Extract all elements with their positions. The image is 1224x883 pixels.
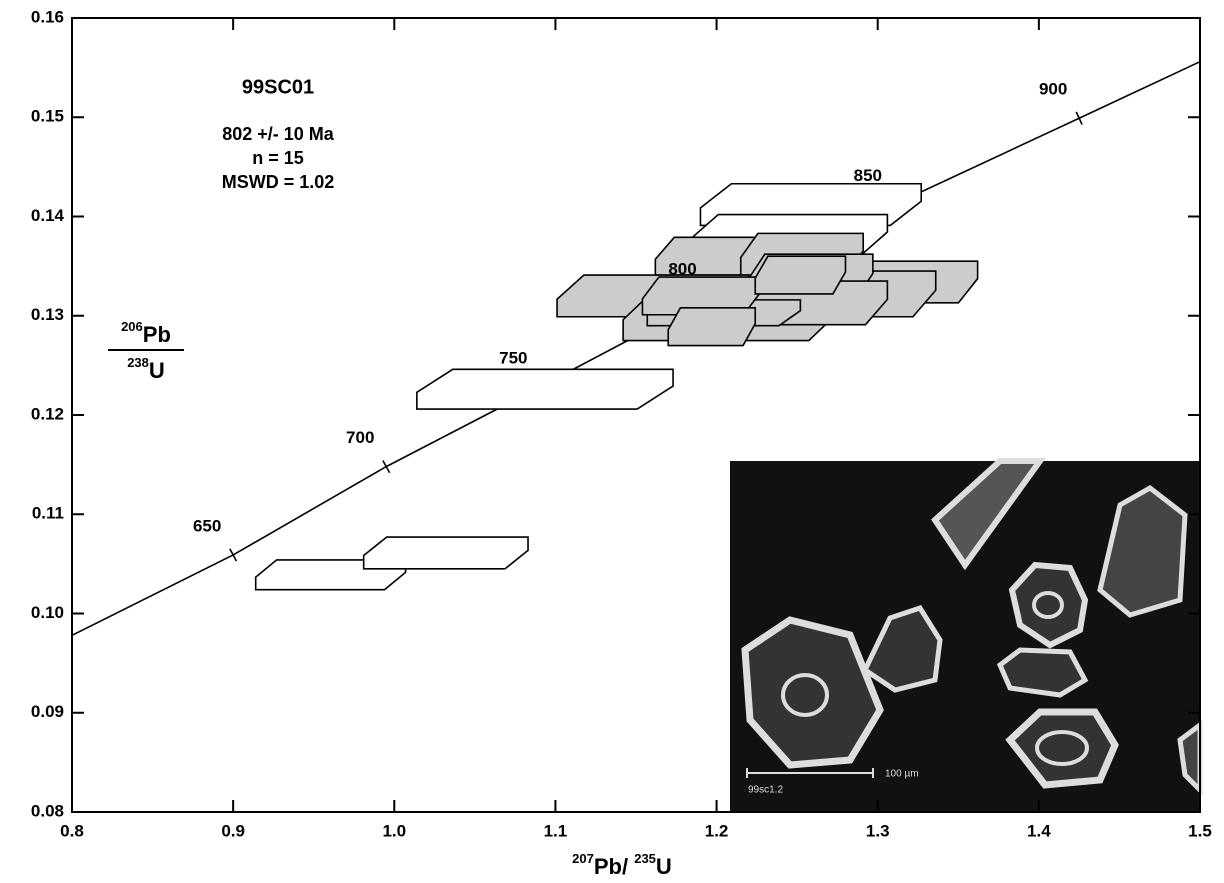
image-label: 99sc1.2: [748, 785, 783, 796]
age-label: 650: [193, 516, 221, 535]
age-tick: [383, 460, 390, 472]
mass: 207: [572, 851, 594, 866]
y-axis-label-top: 206Pb: [121, 319, 171, 346]
y-tick-label: 0.08: [31, 801, 64, 820]
error-box: [364, 537, 528, 569]
y-tick-label: 0.11: [32, 504, 64, 523]
element: U: [656, 854, 672, 879]
y-tick-label: 0.15: [31, 107, 64, 126]
x-tick-label: 1.1: [544, 821, 568, 840]
age-label: 900: [1039, 80, 1067, 99]
scale-label: 100 µm: [885, 769, 919, 780]
y-axis-label-bottom: 238U: [127, 355, 165, 382]
chart: 100 µm 99sc1.2 99SC01 802 +/- 10 Ma n = …: [0, 0, 1224, 883]
mass: 206: [121, 319, 143, 334]
x-tick-label: 1.2: [705, 821, 729, 840]
error-box: [417, 369, 673, 409]
y-tick-label: 0.16: [31, 7, 64, 26]
y-tick-label: 0.14: [31, 206, 65, 225]
x-tick-label: 1.0: [382, 821, 406, 840]
age-label: 750: [499, 349, 527, 368]
x-tick-label: 1.5: [1188, 821, 1212, 840]
age-label: 800: [668, 259, 696, 278]
zircon-image: 100 µm 99sc1.2: [730, 461, 1200, 812]
age-tick: [1076, 112, 1082, 125]
x-tick-label: 1.3: [866, 821, 890, 840]
annotation: MSWD = 1.02: [222, 172, 335, 192]
age-tick: [230, 549, 237, 561]
y-tick-label: 0.10: [31, 603, 64, 622]
mass: 238: [127, 355, 149, 370]
page: 100 µm 99sc1.2 99SC01 802 +/- 10 Ma n = …: [0, 0, 1224, 883]
element: U: [149, 358, 165, 383]
x-axis-label: 207Pb/ 235U: [572, 851, 672, 878]
annotation: 802 +/- 10 Ma: [222, 124, 335, 144]
y-tick-label: 0.09: [31, 702, 64, 721]
y-tick-label: 0.13: [31, 305, 64, 324]
annotation: n = 15: [252, 148, 304, 168]
element: Pb: [143, 322, 171, 347]
error-box: [755, 256, 845, 294]
element: Pb/: [594, 854, 634, 879]
error-box: [668, 308, 755, 346]
x-tick-label: 0.8: [60, 821, 84, 840]
y-tick-label: 0.12: [31, 404, 64, 423]
sample-name: 99SC01: [242, 76, 314, 98]
x-tick-label: 1.4: [1027, 821, 1051, 840]
age-label: 700: [346, 428, 374, 447]
mass: 235: [634, 851, 656, 866]
x-tick-label: 0.9: [221, 821, 245, 840]
age-label: 850: [854, 166, 882, 185]
